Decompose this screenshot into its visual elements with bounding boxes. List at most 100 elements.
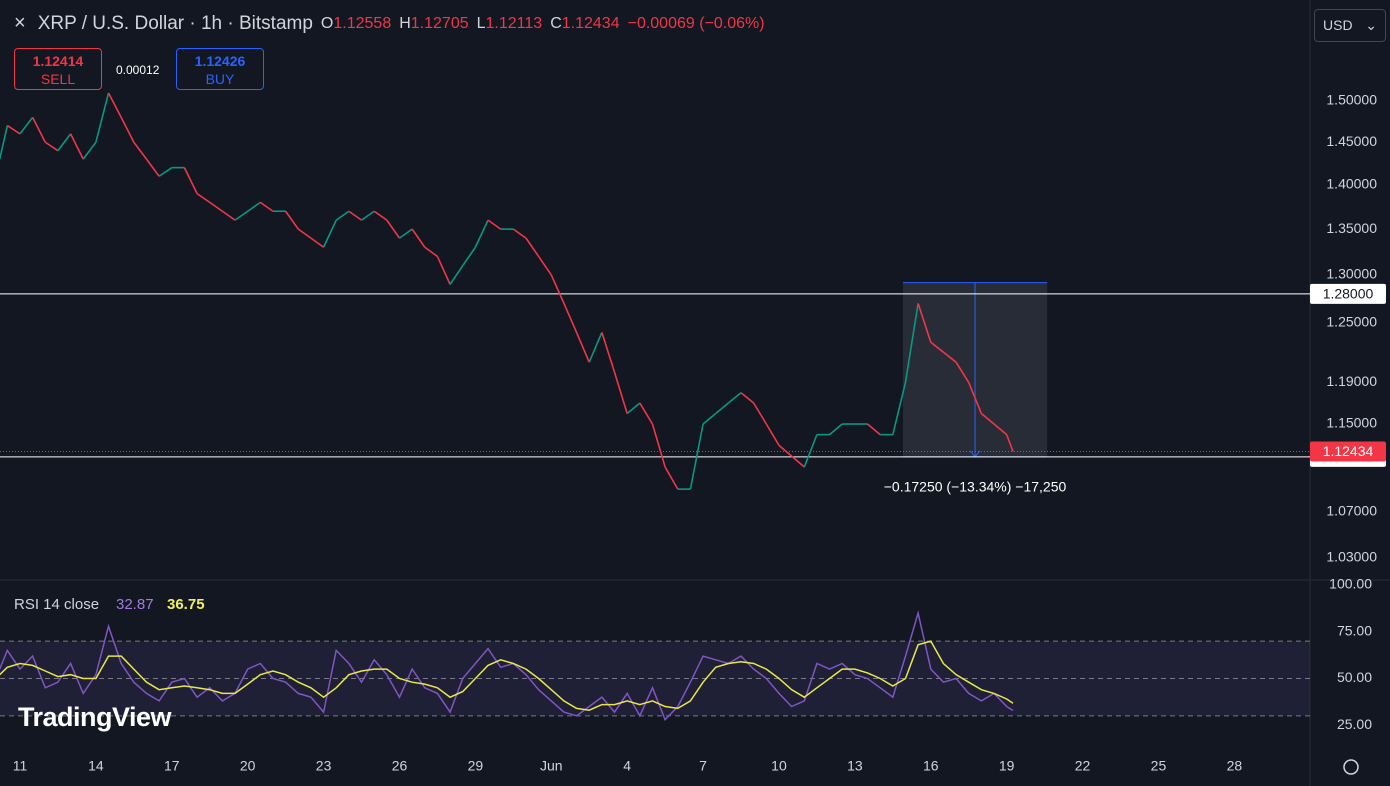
price-segment xyxy=(765,423,780,446)
price-segment xyxy=(1005,434,1014,452)
price-segment xyxy=(715,402,729,415)
x-tick-label: 14 xyxy=(88,758,104,774)
price-segment xyxy=(955,361,970,383)
price-segment xyxy=(575,332,590,363)
ohlc: O 1.12558 H 1.12705 L 1.12113 C 1.12434 xyxy=(313,15,620,33)
x-tick-label: 25 xyxy=(1151,758,1167,774)
price-segment xyxy=(651,423,666,468)
price-segment xyxy=(512,228,527,239)
x-tick-label: 7 xyxy=(699,758,707,774)
y-tick-label: 1.30000 xyxy=(1326,266,1377,282)
price-segment xyxy=(196,192,211,204)
price-segment xyxy=(689,423,704,490)
price-segment xyxy=(727,392,742,404)
header: × XRP / U.S. Dollar · 1h · Bitstamp O 1.1… xyxy=(14,12,765,35)
price-segment xyxy=(0,125,9,160)
price-segment xyxy=(449,265,464,285)
measure-label: −0.17250 (−13.34%) −17,250 xyxy=(884,479,1067,495)
symbol-title[interactable]: XRP / U.S. Dollar · 1h · Bitstamp xyxy=(37,12,313,34)
rsi-title: RSI 14 close xyxy=(14,596,99,613)
sell-label: SELL xyxy=(40,71,76,87)
y-tick-label: 1.40000 xyxy=(1326,176,1377,192)
price-segment xyxy=(829,423,843,436)
y-tick-label: 1.19000 xyxy=(1326,373,1377,389)
price-label-box xyxy=(1310,283,1386,304)
y-tick-label: 1.25000 xyxy=(1326,313,1377,329)
price-segment xyxy=(967,382,983,414)
price-label: 1.28000 xyxy=(1323,286,1374,302)
price-segment xyxy=(348,210,362,221)
price-segment xyxy=(221,210,236,221)
ohlc-value: 1.12113 xyxy=(485,14,543,32)
x-tick-label: 29 xyxy=(468,758,484,774)
y-tick-label: 75.00 xyxy=(1337,622,1372,638)
y-tick-label: 100.00 xyxy=(1329,576,1372,592)
x-tick-label: Jun xyxy=(540,758,563,774)
price-segment xyxy=(44,141,59,152)
buy-button[interactable]: 1.12426 BUY xyxy=(176,48,264,90)
x-tick-label: 19 xyxy=(999,758,1015,774)
price-label: 1.12434 xyxy=(1323,443,1374,459)
price-segment xyxy=(373,210,388,221)
price-segment xyxy=(487,219,502,230)
price-segment xyxy=(892,382,907,435)
price-segment xyxy=(613,372,628,414)
rsi-value: 32.87 xyxy=(116,596,154,613)
x-tick-label: 28 xyxy=(1227,758,1243,774)
price-segment xyxy=(145,158,160,177)
price-segment xyxy=(474,219,489,248)
price-segment xyxy=(386,219,401,239)
price-segment xyxy=(310,237,325,248)
change: −0.00069 (−0.06%) xyxy=(627,14,765,32)
x-tick-label: 4 xyxy=(623,758,631,774)
x-tick-label: 23 xyxy=(316,758,332,774)
price-segment xyxy=(107,92,122,118)
price-segment xyxy=(82,141,97,160)
price-segment xyxy=(930,341,944,353)
currency: USD xyxy=(1323,17,1353,33)
price-segment xyxy=(791,455,805,468)
x-tick-label: 16 xyxy=(923,758,939,774)
y-tick-label: 50.00 xyxy=(1337,669,1372,685)
rsi-ma-value: 36.75 xyxy=(167,596,205,613)
spread: 0.00012 xyxy=(116,63,160,77)
price-segment xyxy=(537,255,552,276)
close-icon[interactable]: × xyxy=(14,12,26,34)
price-segment xyxy=(259,201,274,212)
price-segment xyxy=(752,402,768,425)
x-tick-label: 20 xyxy=(240,758,256,774)
y-tick-label: 1.50000 xyxy=(1326,92,1377,108)
settings-icon[interactable] xyxy=(1343,759,1359,775)
price-segment xyxy=(993,423,1008,436)
currency-select[interactable]: USD ⌄ xyxy=(1314,9,1386,42)
x-tick-label: 17 xyxy=(164,758,180,774)
price-segment xyxy=(664,466,679,490)
price-segment xyxy=(436,256,451,285)
price-segment xyxy=(209,201,223,212)
price-segment xyxy=(702,412,717,425)
price-segment xyxy=(158,166,173,177)
y-tick-label: 1.07000 xyxy=(1326,502,1377,518)
price-segment xyxy=(904,303,919,383)
price-segment xyxy=(361,210,375,221)
buy-label: BUY xyxy=(205,71,235,87)
price-segment xyxy=(284,210,299,230)
price-segment xyxy=(462,246,477,267)
caret: ⌄ xyxy=(1365,17,1377,33)
y-tick-label: 1.15000 xyxy=(1326,415,1377,431)
price-segment xyxy=(563,303,578,333)
price-segment xyxy=(778,444,793,457)
price-segment xyxy=(120,116,135,143)
price-segment xyxy=(31,116,46,143)
ohlc-value: 1.12558 xyxy=(333,14,392,32)
y-tick-label: 1.45000 xyxy=(1326,133,1377,149)
sell-button[interactable]: 1.12414 SELL xyxy=(14,48,102,90)
price-segment xyxy=(980,412,995,425)
ohlc-key: O xyxy=(320,14,334,32)
x-tick-label: 10 xyxy=(771,758,787,774)
price-segment xyxy=(917,303,932,343)
price-segment xyxy=(297,228,312,239)
ohlc-value: 1.12434 xyxy=(561,14,620,32)
price-segment xyxy=(588,332,603,363)
